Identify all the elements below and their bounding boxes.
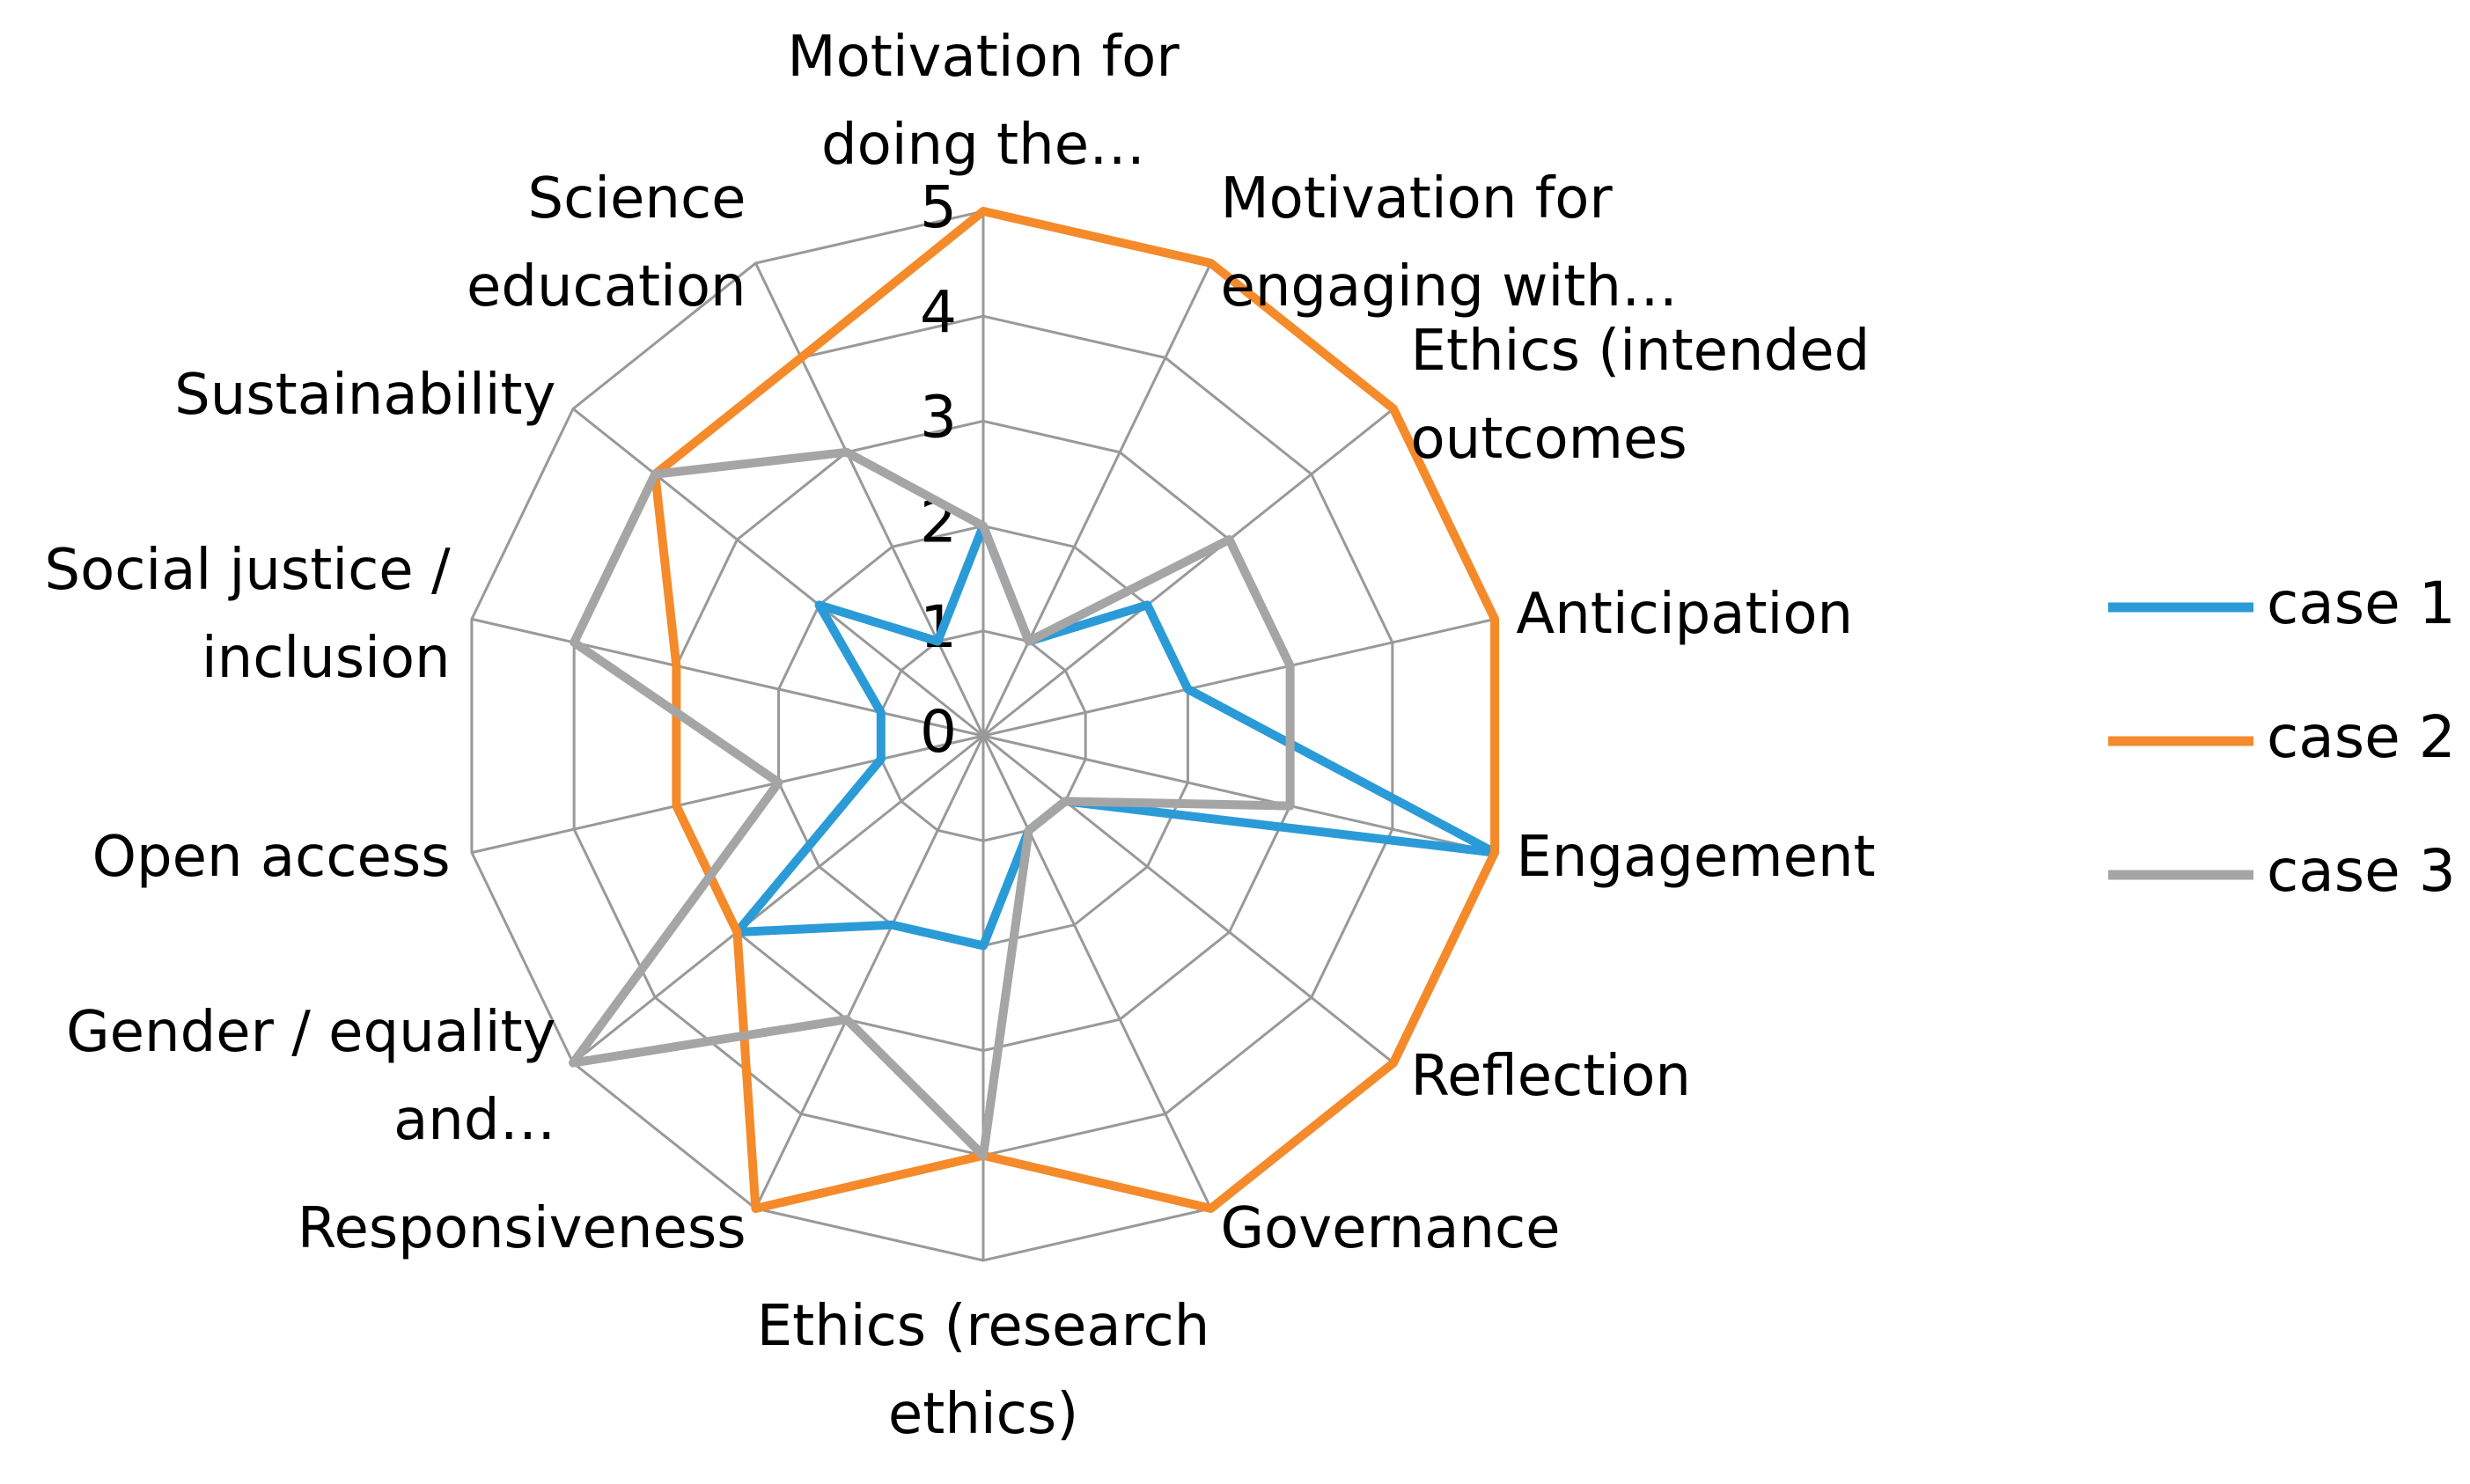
spoke (982, 617, 1496, 738)
category-label: Motivation for doing the… (787, 25, 1180, 178)
category-label: Ethics (intended outcomes (1410, 318, 1871, 472)
series-line (569, 447, 1295, 1160)
spoke (754, 262, 985, 737)
tick-label: 0 (920, 698, 957, 766)
category-label: Governance (1220, 1195, 1561, 1261)
category-label: Engagement (1516, 825, 1876, 891)
tick-label: 4 (920, 278, 957, 346)
spoke (982, 734, 1496, 855)
spoke (982, 734, 1394, 1064)
category-label: Ethics (research ethics) (756, 1294, 1210, 1447)
spoke (982, 408, 1394, 738)
spoke (981, 735, 1212, 1209)
category-label: Gender / equality and… (66, 1000, 556, 1154)
category-label: Sustainability (174, 362, 556, 428)
spoke (572, 408, 984, 738)
series-line (651, 207, 1500, 1213)
legend-label: case 3 (2267, 837, 2456, 905)
spoke (471, 617, 984, 738)
category-label: Open access (92, 825, 451, 891)
tick-label: 3 (920, 383, 957, 451)
spoke (754, 735, 985, 1209)
legend-label: case 2 (2267, 703, 2456, 771)
category-label: Motivation for engaging with… (1220, 166, 1678, 320)
category-label: Science education (466, 166, 746, 320)
tick-label: 5 (920, 173, 957, 241)
category-label: Responsiveness (297, 1195, 746, 1261)
category-label: Social justice / inclusion (44, 537, 451, 691)
category-label: Reflection (1410, 1044, 1691, 1110)
spoke (572, 734, 984, 1064)
legend-label: case 1 (2267, 569, 2456, 637)
spoke (981, 262, 1212, 737)
spoke (471, 734, 984, 855)
series-line (732, 521, 1500, 951)
category-label: Anticipation (1516, 581, 1854, 647)
